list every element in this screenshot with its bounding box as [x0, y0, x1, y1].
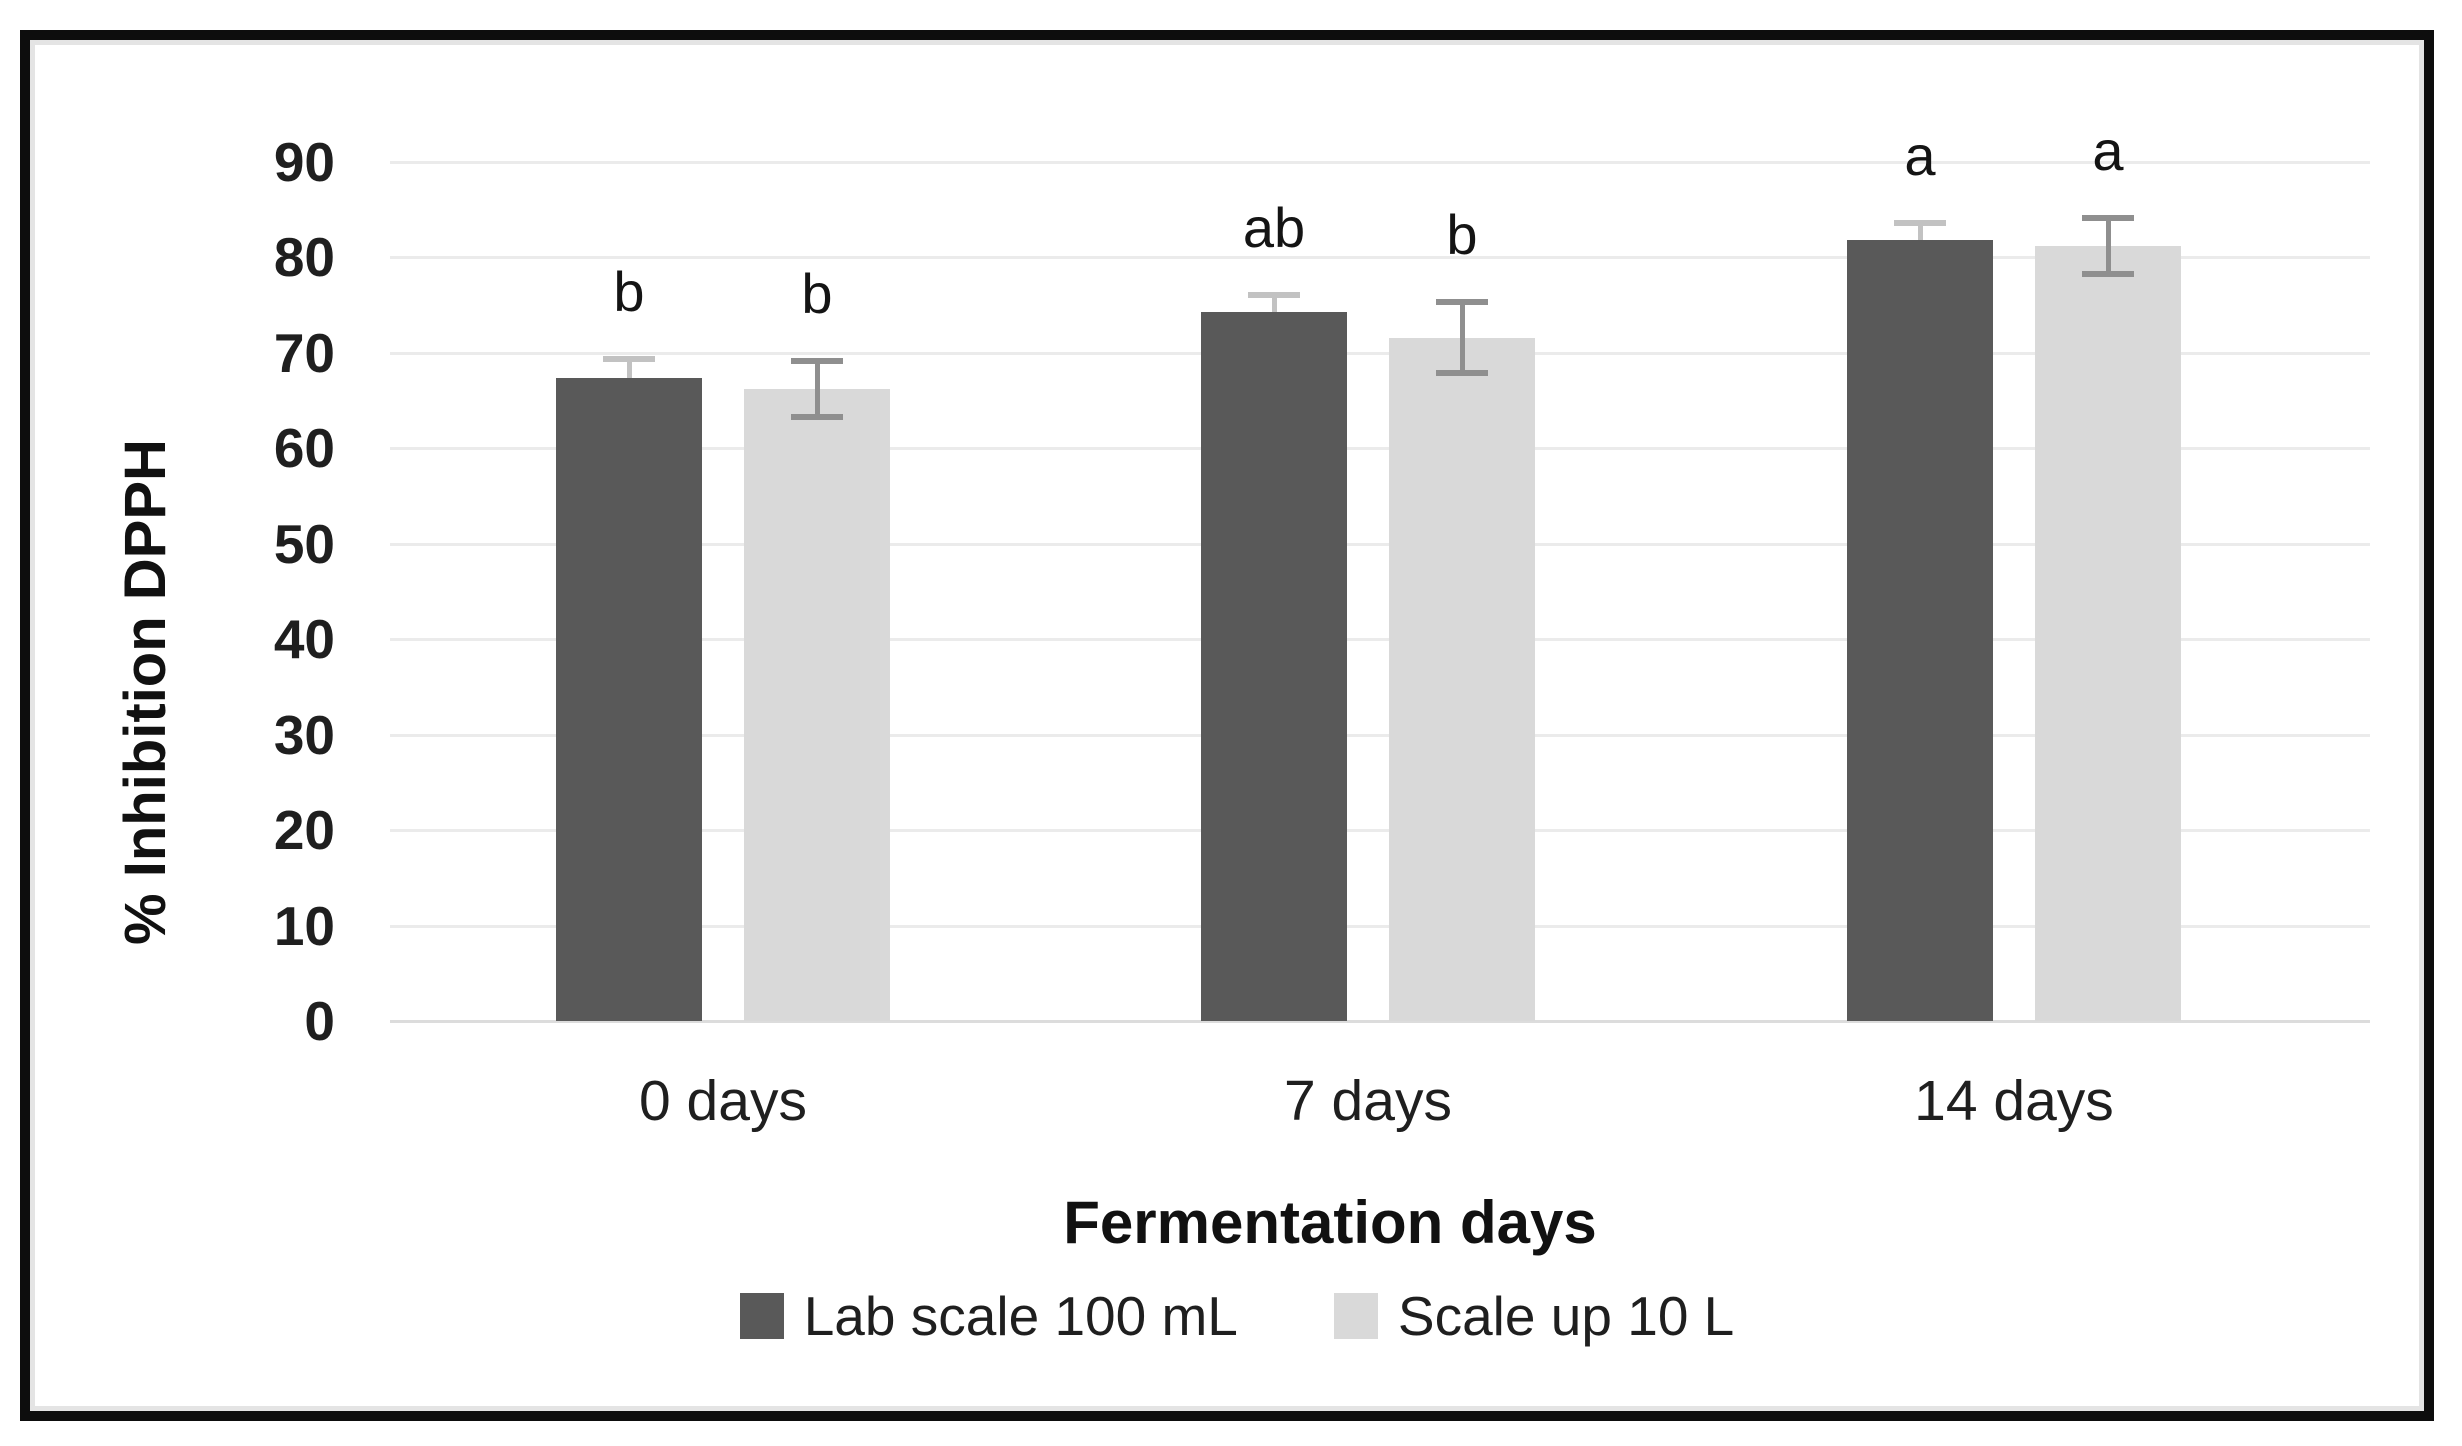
error-cap-lab-scale-100-ml-1-top — [1248, 291, 1300, 298]
gridline-y-0 — [390, 1020, 2370, 1023]
bar-lab-scale-100-ml-7-days — [1201, 311, 1347, 1021]
error-bar-scale-up-10-l-2 — [2105, 218, 2111, 274]
error-bar-scale-up-10-l-0 — [814, 361, 820, 417]
legend-label-lab-scale: Lab scale 100 mL — [803, 1285, 1238, 1347]
error-cap-lab-scale-100-ml-2-top — [1894, 220, 1946, 227]
y-tick-label-0: 0 — [304, 990, 335, 1052]
legend: Lab scale 100 mL Scale up 10 L — [30, 1284, 2444, 1348]
bar-scale-up-10-l-0-days — [744, 389, 890, 1021]
sig-letter-lab-scale-100-ml-1: ab — [1242, 195, 1306, 259]
legend-item-lab-scale: Lab scale 100 mL — [739, 1284, 1238, 1348]
y-tick-label-80: 80 — [273, 226, 335, 289]
gridline-y-50 — [390, 542, 2370, 546]
bar-lab-scale-100-ml-14-days — [1847, 240, 1993, 1021]
plot-area: 0 10 20 30 40 50 60 70 80 90 0 days 7 days 14 days b a… — [30, 40, 2424, 1411]
gridline-y-20 — [390, 829, 2370, 833]
y-tick-label-20: 20 — [273, 799, 335, 862]
sig-letter-scale-up-10-l-2: a — [2092, 119, 2124, 183]
gridline-y-40 — [390, 638, 2370, 642]
y-tick-label-30: 30 — [273, 703, 335, 766]
x-tick-label-0-days: 0 days — [639, 1069, 807, 1133]
x-axis-title: Fermentation days — [1063, 1189, 1597, 1256]
sig-letter-scale-up-10-l-1: b — [1446, 203, 1478, 267]
error-cap-lab-scale-100-ml-0-top — [603, 355, 655, 362]
y-tick-label-60: 60 — [273, 417, 335, 480]
y-tick-label-40: 40 — [273, 608, 335, 671]
error-bar-lab-scale-100-ml-2 — [1917, 223, 1923, 258]
gridline-y-10 — [390, 924, 2370, 928]
y-tick-label-70: 70 — [273, 321, 335, 384]
legend-item-scale-up: Scale up 10 L — [1333, 1284, 1735, 1348]
error-cap-scale-up-10-l-2-bottom — [2082, 270, 2134, 277]
gridline-y-30 — [390, 733, 2370, 737]
error-cap-scale-up-10-l-1-top — [1436, 299, 1488, 306]
y-tick-label-90: 90 — [273, 130, 335, 193]
error-cap-scale-up-10-l-0-bottom — [791, 413, 843, 420]
bar-scale-up-10-l-14-days — [2035, 245, 2181, 1021]
gridline-y-60 — [390, 447, 2370, 451]
x-tick-label-14-days: 14 days — [1914, 1069, 2114, 1133]
error-bar-lab-scale-100-ml-0 — [626, 358, 632, 397]
gridline-y-70 — [390, 351, 2370, 355]
error-cap-scale-up-10-l-2-top — [2082, 215, 2134, 222]
legend-swatch-scale-up-icon — [1333, 1293, 1378, 1339]
y-tick-label-10: 10 — [273, 894, 335, 957]
error-cap-scale-up-10-l-0-top — [791, 358, 843, 365]
y-axis-title: % Inhibition DPPH — [113, 439, 178, 945]
sig-letter-scale-up-10-l-0: b — [801, 262, 833, 326]
legend-swatch-lab-scale-icon — [739, 1293, 784, 1339]
error-cap-scale-up-10-l-1-bottom — [1436, 369, 1488, 376]
y-tick-label-50: 50 — [273, 512, 335, 575]
bar-scale-up-10-l-7-days — [1389, 337, 1535, 1021]
gridline-y-80 — [390, 256, 2370, 260]
sig-letter-lab-scale-100-ml-2: a — [1904, 124, 1936, 188]
figure-frame: 0 10 20 30 40 50 60 70 80 90 0 days 7 days 14 days b a… — [20, 30, 2434, 1421]
x-tick-label-7-days: 7 days — [1284, 1069, 1452, 1133]
gridline-y-90 — [390, 160, 2370, 164]
bar-lab-scale-100-ml-0-days — [556, 377, 702, 1021]
legend-label-scale-up: Scale up 10 L — [1397, 1285, 1735, 1347]
sig-letter-lab-scale-100-ml-0: b — [613, 259, 645, 323]
error-bar-scale-up-10-l-1 — [1459, 302, 1465, 373]
